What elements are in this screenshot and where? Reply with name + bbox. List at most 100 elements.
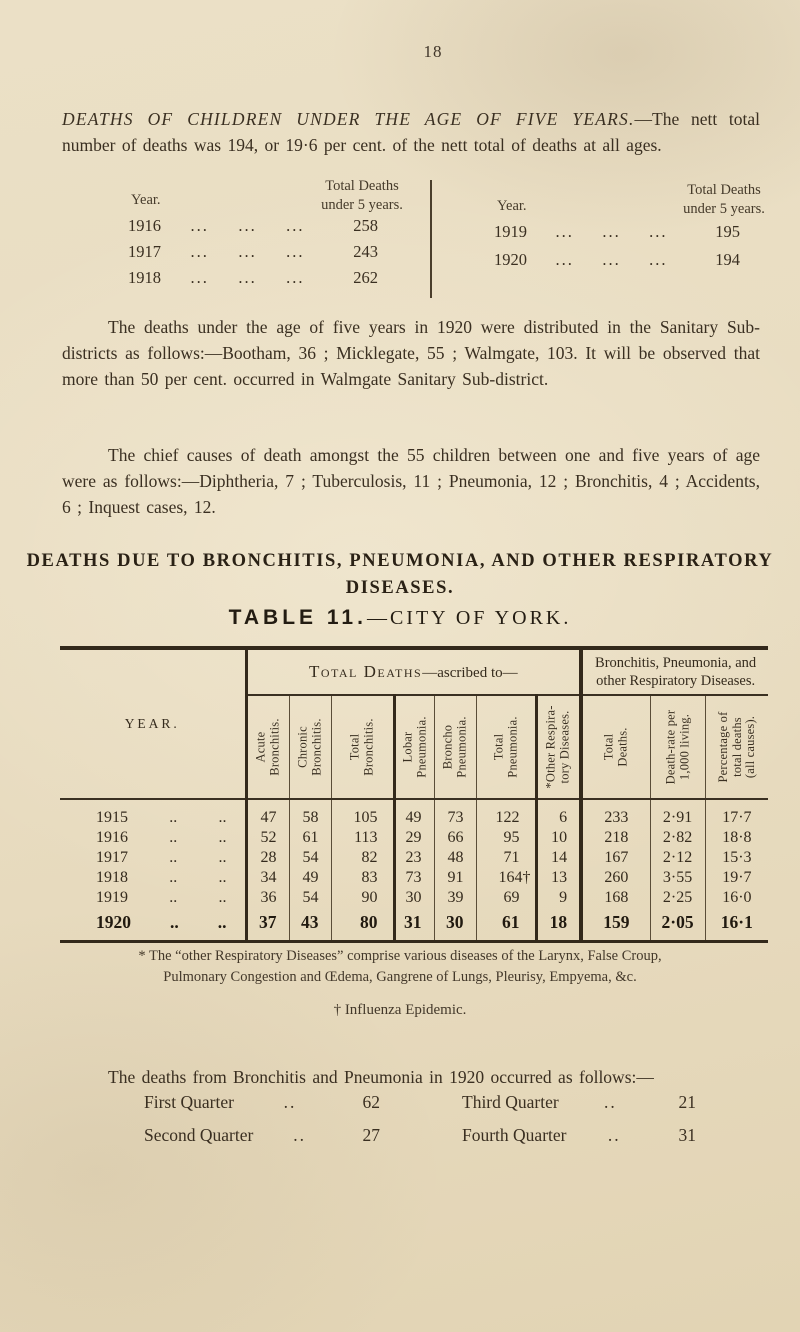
- footnote-line2: Pulmonary Congestion and Œdema, Gangrene…: [163, 969, 637, 985]
- table-cell: 83: [330, 868, 394, 888]
- quarter-row-2: Second Quarter .. 27 Fourth Quarter .. 3…: [62, 1125, 760, 1158]
- deaths-value: 262: [353, 268, 378, 287]
- column-header-acute-bronchitis: Acute Bronchitis.: [244, 695, 289, 800]
- quarter-item-third: Third Quarter .. 21: [462, 1092, 696, 1113]
- table-cell: 66: [433, 828, 476, 848]
- table-cell: 218: [579, 828, 651, 848]
- table-cell: 6: [534, 799, 582, 828]
- quarter-item-fourth: Fourth Quarter .. 31: [462, 1125, 696, 1146]
- year-cell: 1917....: [96, 849, 227, 866]
- table-cell: 168: [579, 888, 651, 908]
- dot-leader: ..: [293, 1125, 307, 1145]
- group-header-total-deaths: Total Deaths—ascribed to—: [244, 648, 582, 696]
- table-cell: 29: [392, 828, 434, 848]
- total-deaths-header-left: Total Deaths under 5 years.: [298, 177, 426, 215]
- group-header-line2: other Respiratory Diseases.: [596, 673, 756, 689]
- table-cell: 18: [534, 908, 582, 942]
- total-deaths-header-line1: Total Deaths: [687, 182, 761, 198]
- table-cell: 54: [288, 848, 331, 868]
- table-cell: 71: [475, 848, 536, 868]
- summary-row-1918: 1918 ... ... ... 262: [128, 268, 378, 288]
- year-cell: 1918....: [96, 869, 227, 886]
- quarter-value: 21: [678, 1092, 696, 1112]
- group-header-caps: Total Deaths: [308, 662, 423, 681]
- quarter-row-1: First Quarter .. 62 Third Quarter .. 21: [62, 1092, 760, 1125]
- year-cell: 1920....: [96, 911, 227, 932]
- column-header-death-rate: Death-rate per 1,000 living.: [649, 695, 706, 800]
- table-cell: 17·7: [704, 799, 769, 828]
- table-cell: 10: [534, 828, 582, 848]
- year-cell: 1919....: [96, 889, 227, 906]
- table-cell: 91: [433, 868, 476, 888]
- summary-row-1916: 1916 ... ... ... 258: [128, 216, 378, 236]
- group-header-rest: —ascribed to—: [422, 665, 518, 681]
- table-cell: 15·3: [704, 848, 769, 868]
- quarter-label: Third Quarter: [462, 1092, 559, 1112]
- table-cell: 2·25: [649, 888, 706, 908]
- table-row-1920: 1920.... 37 43 80 31 30 61 18 159 2·05 1…: [60, 908, 769, 942]
- table-cell: 36: [244, 888, 289, 908]
- column-header-other-respiratory: *Other Respira-tory Diseases.: [534, 695, 582, 800]
- table-title: TABLE 11.—CITY OF YORK.: [0, 606, 800, 630]
- table-cell: 260: [579, 868, 651, 888]
- table-cell: 113: [330, 828, 394, 848]
- dot-leader: ...: [649, 250, 668, 269]
- dot-leader: ...: [555, 222, 574, 241]
- table-cell: 52: [244, 828, 289, 848]
- intro-paragraph: DEATHS OF CHILDREN UNDER THE AGE OF FIVE…: [62, 106, 760, 158]
- table-cell: 73: [433, 799, 476, 828]
- column-header-total-deaths: Total Deaths.: [579, 695, 651, 800]
- table-cell: 2·05: [649, 908, 706, 942]
- dot-leader: ...: [555, 250, 574, 269]
- dot-leader: ...: [286, 216, 305, 235]
- table-cell: 69: [475, 888, 536, 908]
- table-cell: 2·82: [649, 828, 706, 848]
- year-cell: 1915....: [96, 809, 227, 826]
- group-header-line1: Bronchitis, Pneumonia, and: [595, 655, 757, 671]
- page-number: 18: [423, 42, 443, 61]
- table-row-1915: 1915.... 47 58 105 49 73 122 6 233 2·91 …: [60, 799, 769, 828]
- intro-lead-italic: DEATHS OF CHILDREN UNDER THE AGE OF FIVE…: [62, 108, 635, 129]
- table-cell: 30: [433, 908, 476, 942]
- column-header-percentage: Percentage of total deaths (all causes).: [704, 695, 769, 800]
- quarter-label: First Quarter: [144, 1092, 234, 1112]
- year-column-label-right: Year.: [497, 198, 527, 214]
- section-heading: DEATHS DUE TO BRONCHITIS, PNEUMONIA, AND…: [0, 548, 800, 602]
- quarter-value: 27: [362, 1125, 381, 1145]
- table-cell: 23: [392, 848, 434, 868]
- quarter-value: 31: [678, 1125, 697, 1145]
- dot-leader: ...: [190, 242, 209, 261]
- dot-leader: ...: [238, 242, 257, 261]
- dot-leader: ...: [649, 222, 668, 241]
- table-cell: 49: [392, 799, 434, 828]
- table-cell: 13: [534, 868, 582, 888]
- table-cell: 28: [244, 848, 289, 868]
- dot-leader: ...: [286, 268, 305, 287]
- deaths-under-five-summary-table: Year. Total Deaths under 5 years. 1916 .…: [0, 178, 800, 310]
- dot-leader: ...: [602, 250, 621, 269]
- table-cell: 159: [579, 908, 651, 942]
- table-cell: 30: [392, 888, 434, 908]
- table-cell: 48: [433, 848, 476, 868]
- respiratory-deaths-table: YEAR. Total Deaths—ascribed to— Bronchit…: [60, 646, 769, 943]
- dot-leader: ..: [607, 1125, 621, 1145]
- total-deaths-header-line1: Total Deaths: [325, 178, 399, 194]
- table-cell: 18·8: [704, 828, 769, 848]
- table-row-1919: 1919.... 36 54 90 30 39 69 9 168 2·25 16…: [60, 888, 769, 908]
- year-value: 1919: [494, 222, 527, 241]
- summary-row-1917: 1917 ... ... ... 243: [128, 242, 378, 262]
- quarter-label: Second Quarter: [144, 1125, 254, 1145]
- year-column-header: YEAR.: [60, 648, 246, 800]
- table-cell: 61: [475, 908, 536, 942]
- total-deaths-header-line2: under 5 years.: [683, 201, 765, 217]
- table-cell: 73: [392, 868, 434, 888]
- summary-table-divider: [430, 180, 432, 298]
- table-title-number: TABLE 11.: [228, 606, 367, 629]
- year-value: 1918: [128, 268, 161, 287]
- table-cell: 90: [330, 888, 394, 908]
- footnote-other-respiratory: * The “other Respiratory Diseases” compr…: [50, 946, 750, 988]
- year-column-label-left: Year.: [131, 192, 161, 208]
- year-value: 1916: [128, 216, 161, 235]
- table-cell: 14: [534, 848, 582, 868]
- year-value: 1920: [494, 250, 527, 269]
